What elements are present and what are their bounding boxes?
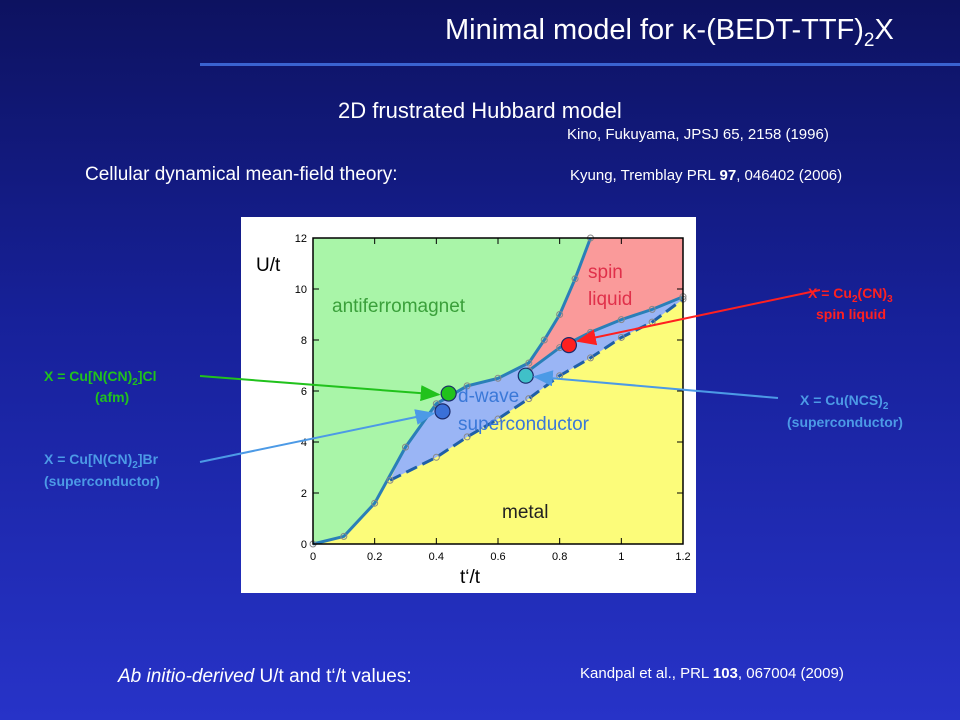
y-tick-label: 4 <box>301 437 307 449</box>
annotation-cn-note: spin liquid <box>816 306 886 322</box>
y-tick-label: 8 <box>301 335 307 347</box>
boundary-datapoint <box>463 433 471 441</box>
region-superconductor <box>390 296 683 481</box>
annotation-ncs-note: (superconductor) <box>787 414 903 430</box>
x-tick-label: 1.2 <box>675 551 690 563</box>
x-tick-label: 0.2 <box>367 551 382 563</box>
boundary-datapoint <box>432 453 440 461</box>
annotation-ncs: X = Cu(NCS)2 <box>800 392 889 412</box>
boundary-datapoint <box>494 415 502 423</box>
arrow-br <box>199 409 436 463</box>
subtitle: 2D frustrated Hubbard model <box>338 98 622 123</box>
boundary-datapoint <box>587 354 594 362</box>
arrow-cl <box>199 375 441 402</box>
cdmft-label: Cellular dynamical mean-field theory: <box>85 164 398 185</box>
annotation-cl-note: (afm) <box>95 389 130 405</box>
point-cu-ncs2 <box>517 367 534 384</box>
arrow-ncs <box>532 370 779 399</box>
boundary-datapoint <box>402 443 409 451</box>
x-tick-label: 0.4 <box>429 551 444 563</box>
x-tick-label: 0.6 <box>490 551 505 563</box>
reference-kyung: Kyung, Tremblay PRL 97, 046402 (2006) <box>570 167 843 184</box>
boundary-datapoint <box>648 305 656 313</box>
reference-kino: Kino, Fukuyama, JPSJ 65, 2158 (1996) <box>567 126 829 143</box>
annotation-br: X = Cu[N(CN)2]Br <box>44 451 159 471</box>
boundary-datapoint <box>556 311 564 318</box>
region-label-spin: spin <box>588 262 623 283</box>
region-label-liquid: liquid <box>588 289 633 310</box>
annotation-br-note: (superconductor) <box>44 473 160 489</box>
point-cu-n-cn2-br <box>434 403 451 420</box>
arrow-cn <box>575 289 821 346</box>
boundary-datapoint <box>371 499 379 507</box>
region-label-antiferromagnet: antiferromagnet <box>332 296 466 317</box>
y-tick-label: 10 <box>295 284 307 296</box>
boundary-sc-lower <box>389 297 684 482</box>
reference-kandpal: Kandpal et al., PRL 103, 067004 (2009) <box>580 665 844 682</box>
x-tick-label: 1 <box>618 551 624 563</box>
annotation-cl: X = Cu[N(CN)2]Cl <box>44 368 157 388</box>
y-axis-label: U/t <box>256 255 281 276</box>
boundary-datapoint <box>525 359 533 367</box>
boundary-datapoint <box>525 395 533 403</box>
boundary-datapoint <box>540 336 548 344</box>
x-tick-label: 0.8 <box>552 551 567 563</box>
boundary-datapoint <box>340 532 348 540</box>
boundary-datapoint <box>617 316 625 324</box>
region-label-dwave: d-wave <box>458 386 520 407</box>
boundary-datapoint <box>386 476 394 484</box>
annotation-cn: X = Cu2(CN)3 <box>808 285 893 305</box>
y-tick-label: 0 <box>301 539 307 551</box>
boundary-datapoint <box>571 275 579 283</box>
boundary-sc-upper <box>527 295 684 372</box>
y-tick-label: 2 <box>301 488 307 500</box>
x-axis-label: t‘/t <box>460 567 481 588</box>
boundary-datapoint <box>463 382 471 390</box>
region-label-superconductor: superconductor <box>458 414 589 435</box>
boundary-datapoint <box>494 374 502 382</box>
slide-title: Minimal model for κ-(BEDT-TTF)2X <box>445 14 894 51</box>
x-tick-label: 0 <box>310 551 316 563</box>
point-cu-n-cn2-cl <box>440 385 457 402</box>
boundary-afm <box>312 237 592 546</box>
title-underline <box>200 63 960 66</box>
boundary-datapoint <box>617 333 625 341</box>
point-cu2-cn3 <box>560 337 578 354</box>
y-tick-label: 12 <box>295 233 307 245</box>
region-label-metal: metal <box>502 502 549 523</box>
abinitio-label: Ab initio-derived U/t and t‘/t values: <box>118 666 412 687</box>
y-tick-label: 6 <box>301 386 307 398</box>
